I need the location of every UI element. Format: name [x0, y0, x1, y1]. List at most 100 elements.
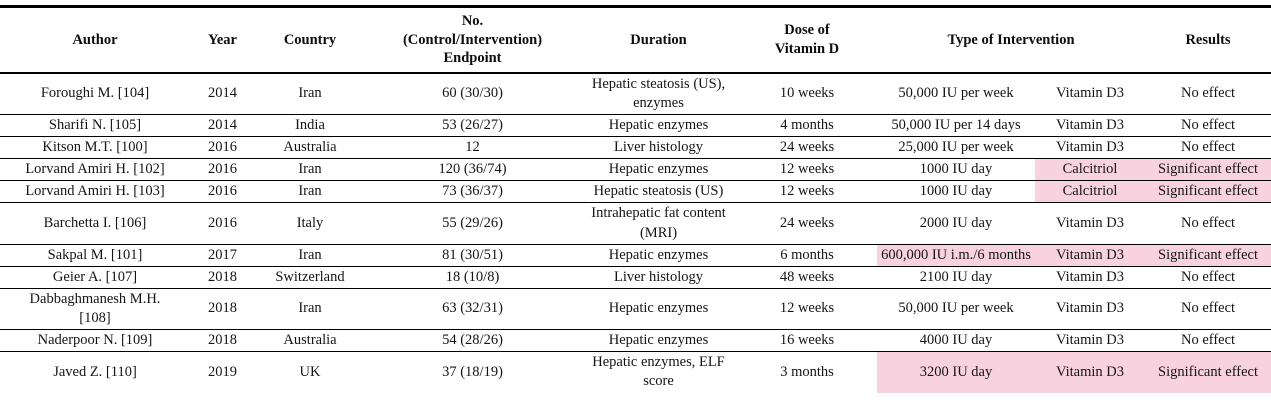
cell-country: Iran [255, 72, 365, 115]
cell-duration: Hepatic enzymes [580, 158, 737, 182]
cell-author: Lorvand Amiri H. [103] [0, 180, 190, 204]
cell-results: No effect [1145, 329, 1271, 353]
cell-year: 2014 [190, 72, 255, 115]
col-header-duration: Duration [580, 6, 737, 74]
cell-year: 2016 [190, 202, 255, 245]
cell-duration: Hepatic steatosis (US), enzymes [580, 72, 737, 115]
table-row-dabbaghmanesh: Dabbaghmanesh M.H. [108] 2018 Iran 63 (3… [0, 288, 1271, 331]
cell-author: Barchetta I. [106] [0, 202, 190, 245]
cell-country: Iran [255, 288, 365, 331]
cell-results: No effect [1145, 288, 1271, 331]
cell-intervention-agent: Vitamin D3 [1035, 72, 1146, 115]
col-header-results: Results [1145, 6, 1271, 74]
cell-year: 2016 [190, 180, 255, 204]
cell-dose: 12 weeks [737, 288, 877, 331]
cell-country: Iran [255, 180, 365, 204]
cell-intervention-agent: Vitamin D3 [1035, 136, 1146, 160]
table-row-sakpal: Sakpal M. [101] 2017 Iran 81 (30/51) Hep… [0, 244, 1271, 267]
cell-country: Iran [255, 244, 365, 267]
cell-dose: 4 months [737, 114, 877, 138]
table-row-kitson: Kitson M.T. [100] 2016 Australia 12 Live… [0, 136, 1271, 160]
col-header-year: Year [190, 6, 255, 74]
cell-year: 2016 [190, 136, 255, 160]
cell-year: 2018 [190, 266, 255, 289]
cell-duration: Hepatic enzymes [580, 329, 737, 353]
cell-dose: 24 weeks [737, 136, 877, 160]
cell-results: No effect [1145, 202, 1271, 245]
cell-intervention-dose: 50,000 IU per 14 days [877, 114, 1035, 138]
cell-dose: 48 weeks [737, 266, 877, 289]
table-row-lorvand-103: Lorvand Amiri H. [103] 2016 Iran 73 (36/… [0, 180, 1271, 204]
cell-country: Italy [255, 202, 365, 245]
cell-intervention-dose-highlighted: 600,000 IU i.m./6 months [877, 244, 1035, 267]
cell-year: 2018 [190, 329, 255, 353]
table-row-sharifi: Sharifi N. [105] 2014 India 53 (26/27) H… [0, 114, 1271, 138]
cell-no-endpoint: 120 (36/74) [365, 158, 580, 182]
cell-author: Lorvand Amiri H. [102] [0, 158, 190, 182]
cell-duration: Intrahepatic fat content (MRI) [580, 202, 737, 245]
cell-results: No effect [1145, 114, 1271, 138]
cell-author: Sakpal M. [101] [0, 244, 190, 267]
cell-dose: 3 months [780, 363, 834, 380]
cell-country: Australia [255, 136, 365, 160]
cell-no-endpoint: 54 (28/26) [365, 329, 580, 353]
table-row-lorvand-102: Lorvand Amiri H. [102] 2016 Iran 120 (36… [0, 158, 1271, 182]
cell-no-endpoint: 37 (18/19) [442, 363, 503, 380]
vitamin-d-studies-table: Author Year Country No. (Control/Interve… [0, 5, 1271, 393]
table-header: Author Year Country No. (Control/Interve… [0, 6, 1271, 74]
cell-results-highlighted: Significant effect [1145, 158, 1271, 182]
cell-duration: Liver histology [580, 136, 737, 160]
cell-author: Foroughi M. [104] [0, 72, 190, 115]
cell-results-highlighted: Significant effect [1145, 244, 1271, 267]
cell-country: India [255, 114, 365, 138]
cell-results: No effect [1145, 136, 1271, 160]
cell-intervention-dose-highlighted: 3200 IU day [877, 351, 1035, 393]
cell-intervention-agent: Vitamin D3 [1035, 114, 1146, 138]
cell-dose: 6 months [737, 244, 877, 267]
cell-country: Switzerland [255, 266, 365, 289]
cell-intervention-agent: Vitamin D3 [1035, 288, 1146, 331]
cell-no-endpoint: 63 (32/31) [365, 288, 580, 331]
cell-intervention-agent: Vitamin D3 [1035, 266, 1146, 289]
cell-no-endpoint: 81 (30/51) [365, 244, 580, 267]
cell-country: Australia [255, 329, 365, 353]
cell-results: No effect [1145, 266, 1271, 289]
cell-intervention-dose: 50,000 IU per week [877, 288, 1035, 331]
cell-duration: Hepatic enzymes [580, 288, 737, 331]
table-row-barchetta: Barchetta I. [106] 2016 Italy 55 (29/26)… [0, 202, 1271, 245]
cell-intervention-dose: 50,000 IU per week [877, 72, 1035, 115]
cell-no-endpoint: 18 (10/8) [365, 266, 580, 289]
cell-dose: 24 weeks [737, 202, 877, 245]
col-header-dose: Dose of Vitamin D [737, 6, 877, 74]
cell-intervention-dose: 1000 IU day [877, 180, 1035, 204]
cell-intervention-dose: 4000 IU day [877, 329, 1035, 353]
cell-country: UK [299, 363, 321, 380]
cell-duration: Hepatic steatosis (US) [580, 180, 737, 204]
cell-intervention-agent: Vitamin D3 [1035, 202, 1146, 245]
cell-results-highlighted: Significant effect [1145, 180, 1271, 204]
header-row: Author Year Country No. (Control/Interve… [0, 6, 1271, 74]
cell-intervention-agent-highlighted: Calcitriol [1035, 158, 1146, 182]
cell-intervention-agent: Vitamin D3 [1035, 329, 1146, 353]
col-header-country: Country [255, 6, 365, 74]
cell-intervention-dose: 2100 IU day [877, 266, 1035, 289]
cell-no-endpoint: 53 (26/27) [365, 114, 580, 138]
table-row-naderpoor: Naderpoor N. [109] 2018 Australia 54 (28… [0, 329, 1271, 353]
cell-no-endpoint: 73 (36/37) [365, 180, 580, 204]
col-header-type-of-intervention: Type of Intervention [877, 6, 1146, 74]
cell-duration: Hepatic enzymes [580, 244, 737, 267]
cell-intervention-dose: 2000 IU day [877, 202, 1035, 245]
cell-intervention-agent-highlighted: Calcitriol [1035, 180, 1146, 204]
table-body: Foroughi M. [104] 2014 Iran 60 (30/30) H… [0, 72, 1271, 393]
cell-dose: 12 weeks [737, 158, 877, 182]
cell-year: 2018 [190, 288, 255, 331]
cell-author: Dabbaghmanesh M.H. [108] [0, 288, 190, 331]
cell-author: Javed Z. [110] [53, 363, 137, 380]
col-header-author: Author [0, 6, 190, 74]
cell-year: 2017 [190, 244, 255, 267]
cell-dose: 10 weeks [737, 72, 877, 115]
cell-no-endpoint: 12 [365, 136, 580, 160]
table-row-javed: Javed Z. [110] 2019 UK 37 (18/19) Hepati… [0, 351, 1271, 393]
cell-duration: Liver histology [580, 266, 737, 289]
